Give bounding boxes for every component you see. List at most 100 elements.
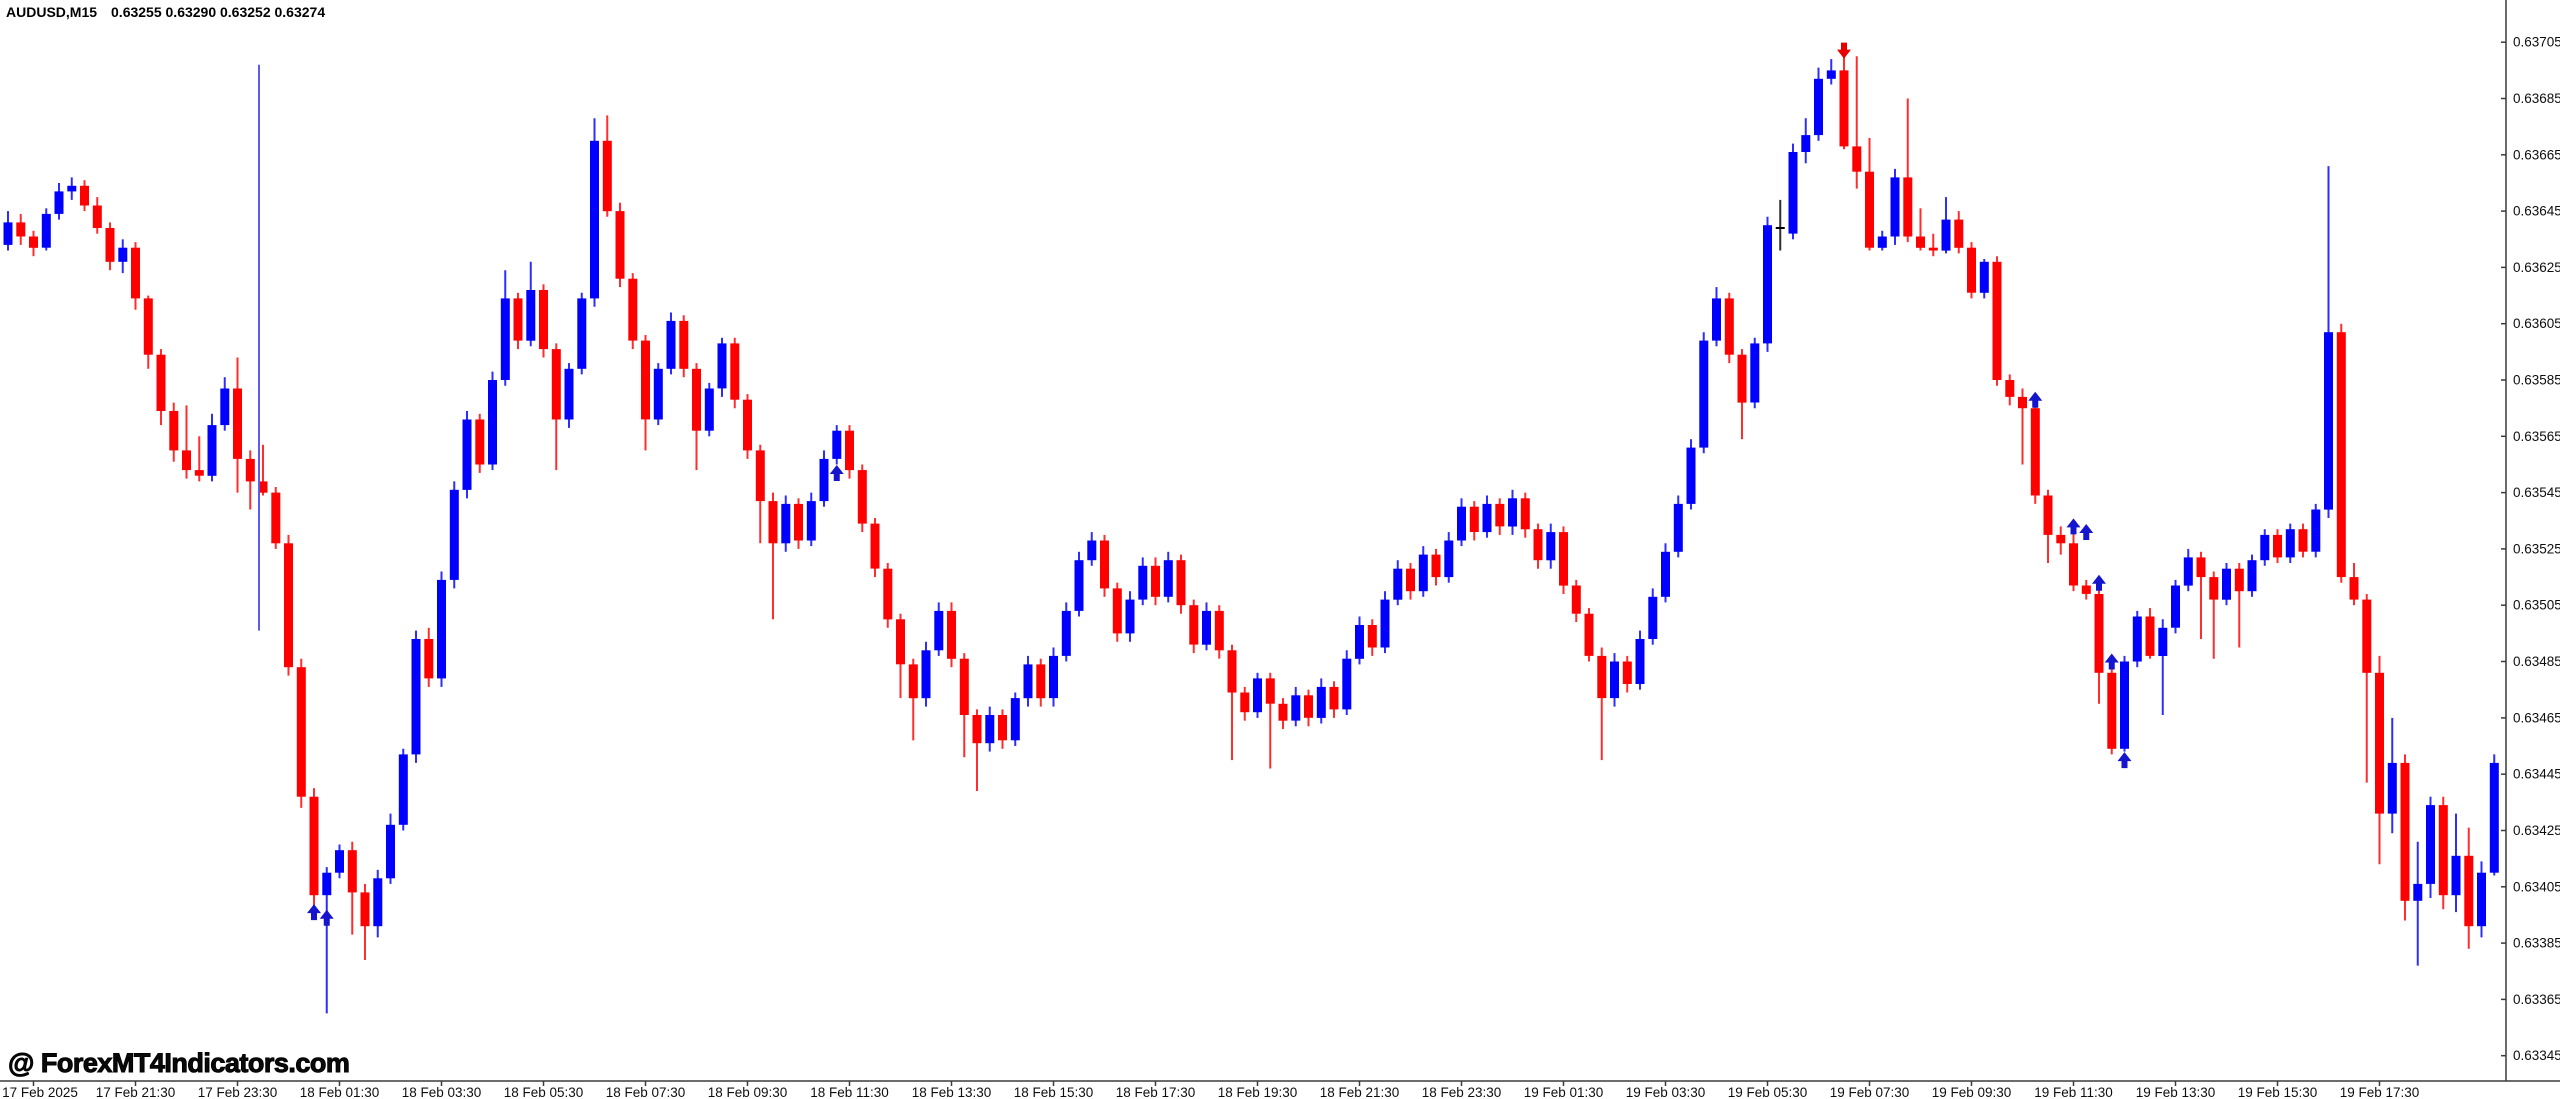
plot-area[interactable] [0, 0, 2506, 1081]
candle-body [245, 458, 255, 482]
candle [2107, 667, 2117, 755]
candle [2081, 579, 2091, 600]
price-axis-label: 0.63565 [2513, 429, 2560, 444]
time-axis-label: 19 Feb 03:30 [1626, 1085, 1706, 1099]
candle [233, 357, 242, 493]
time-axis-label: 18 Feb 05:30 [504, 1085, 584, 1099]
candle [1967, 242, 1976, 299]
candle-body [1992, 261, 2002, 380]
candle-body [628, 278, 638, 341]
candle [1482, 495, 1492, 538]
candle [590, 118, 599, 307]
candle [1444, 532, 1454, 583]
candle-body [959, 658, 969, 715]
candle [462, 411, 472, 499]
candle-body [870, 523, 880, 569]
candle-body [2069, 543, 2078, 586]
candle [258, 444, 268, 496]
candle-body [2196, 557, 2206, 578]
candle [92, 197, 102, 234]
candle-body [692, 368, 701, 431]
candle [1508, 489, 1517, 535]
candle [653, 363, 663, 426]
price-axis-label: 0.63405 [2513, 879, 2560, 894]
candle-body [16, 222, 26, 237]
time-axis-label: 19 Feb 05:30 [1728, 1085, 1808, 1099]
signals-layer [307, 42, 2132, 926]
candle-body [1036, 664, 1046, 699]
candle-body [1788, 152, 1798, 234]
candle [1661, 543, 1670, 603]
time-axis-label: 19 Feb 07:30 [1830, 1085, 1910, 1099]
candle-body [2132, 616, 2142, 662]
candle [2132, 610, 2142, 668]
time-axis-label: 18 Feb 01:30 [300, 1085, 380, 1099]
candle-body [1189, 605, 1199, 645]
price-axis-label: 0.63605 [2513, 316, 2560, 331]
candle [1788, 143, 1798, 240]
candle-body [1151, 565, 1160, 597]
candle-body [755, 450, 765, 502]
candle-body [2336, 332, 2346, 578]
time-axis-label: 17 Feb 23:30 [198, 1085, 278, 1099]
candle [1610, 653, 1619, 707]
candle [2375, 655, 2384, 865]
candle-body [2464, 855, 2474, 927]
candle-body [105, 228, 115, 262]
candle-body [1329, 686, 1339, 710]
candle-body [2311, 509, 2321, 552]
candle [1852, 56, 1862, 189]
candle [245, 450, 255, 510]
candle [296, 658, 306, 808]
time-axis-label: 18 Feb 17:30 [1116, 1085, 1196, 1099]
candle [2451, 813, 2461, 913]
candle [2056, 526, 2066, 555]
price-axis[interactable]: 0.63705 0.63685 0.63665 0.63645 0.63625 0.636… [2501, 35, 2560, 1064]
candle-body [1265, 678, 1275, 704]
candle [2324, 166, 2333, 518]
time-axis-label: 17 Feb 2025 [2, 1085, 78, 1099]
candle [1406, 563, 1415, 600]
candle-body [2400, 762, 2410, 901]
candle [1826, 59, 1836, 85]
candle [1673, 495, 1683, 558]
candle-body [1010, 698, 1020, 741]
candle-body [2158, 627, 2168, 656]
candle-body [1622, 661, 1632, 684]
candle [2247, 554, 2257, 597]
candle [908, 658, 918, 741]
candle-body [2030, 408, 2040, 496]
candle [1571, 579, 1581, 623]
candle [424, 627, 434, 687]
candle-body [2489, 762, 2499, 873]
candle-body [1087, 540, 1097, 561]
candle [755, 444, 765, 544]
candle [2222, 563, 2231, 606]
candle [1763, 216, 1772, 352]
candle [1712, 287, 1721, 347]
candle [1316, 678, 1326, 724]
candle [883, 563, 893, 628]
candle [819, 450, 829, 507]
candle [1151, 557, 1160, 606]
candle-body [80, 185, 89, 206]
candle [437, 571, 446, 687]
candle [1865, 137, 1874, 251]
time-axis-label: 19 Feb 01:30 [1524, 1085, 1604, 1099]
candle [1049, 647, 1058, 707]
candle [386, 813, 395, 884]
time-axis-label: 18 Feb 07:30 [606, 1085, 686, 1099]
candle-body [551, 349, 561, 420]
candle-body [832, 430, 842, 459]
candle [704, 382, 714, 437]
candle [1100, 534, 1109, 597]
candle [857, 464, 867, 533]
candle-body [1100, 540, 1109, 589]
time-axis[interactable]: 17 Feb 2025 17 Feb 21:30 17 Feb 23:30 18 Fe… [2, 1081, 2419, 1099]
candle [2362, 594, 2372, 783]
candle [131, 242, 140, 310]
candle-body [1138, 565, 1148, 600]
candle [947, 602, 956, 668]
candle [2464, 827, 2474, 949]
